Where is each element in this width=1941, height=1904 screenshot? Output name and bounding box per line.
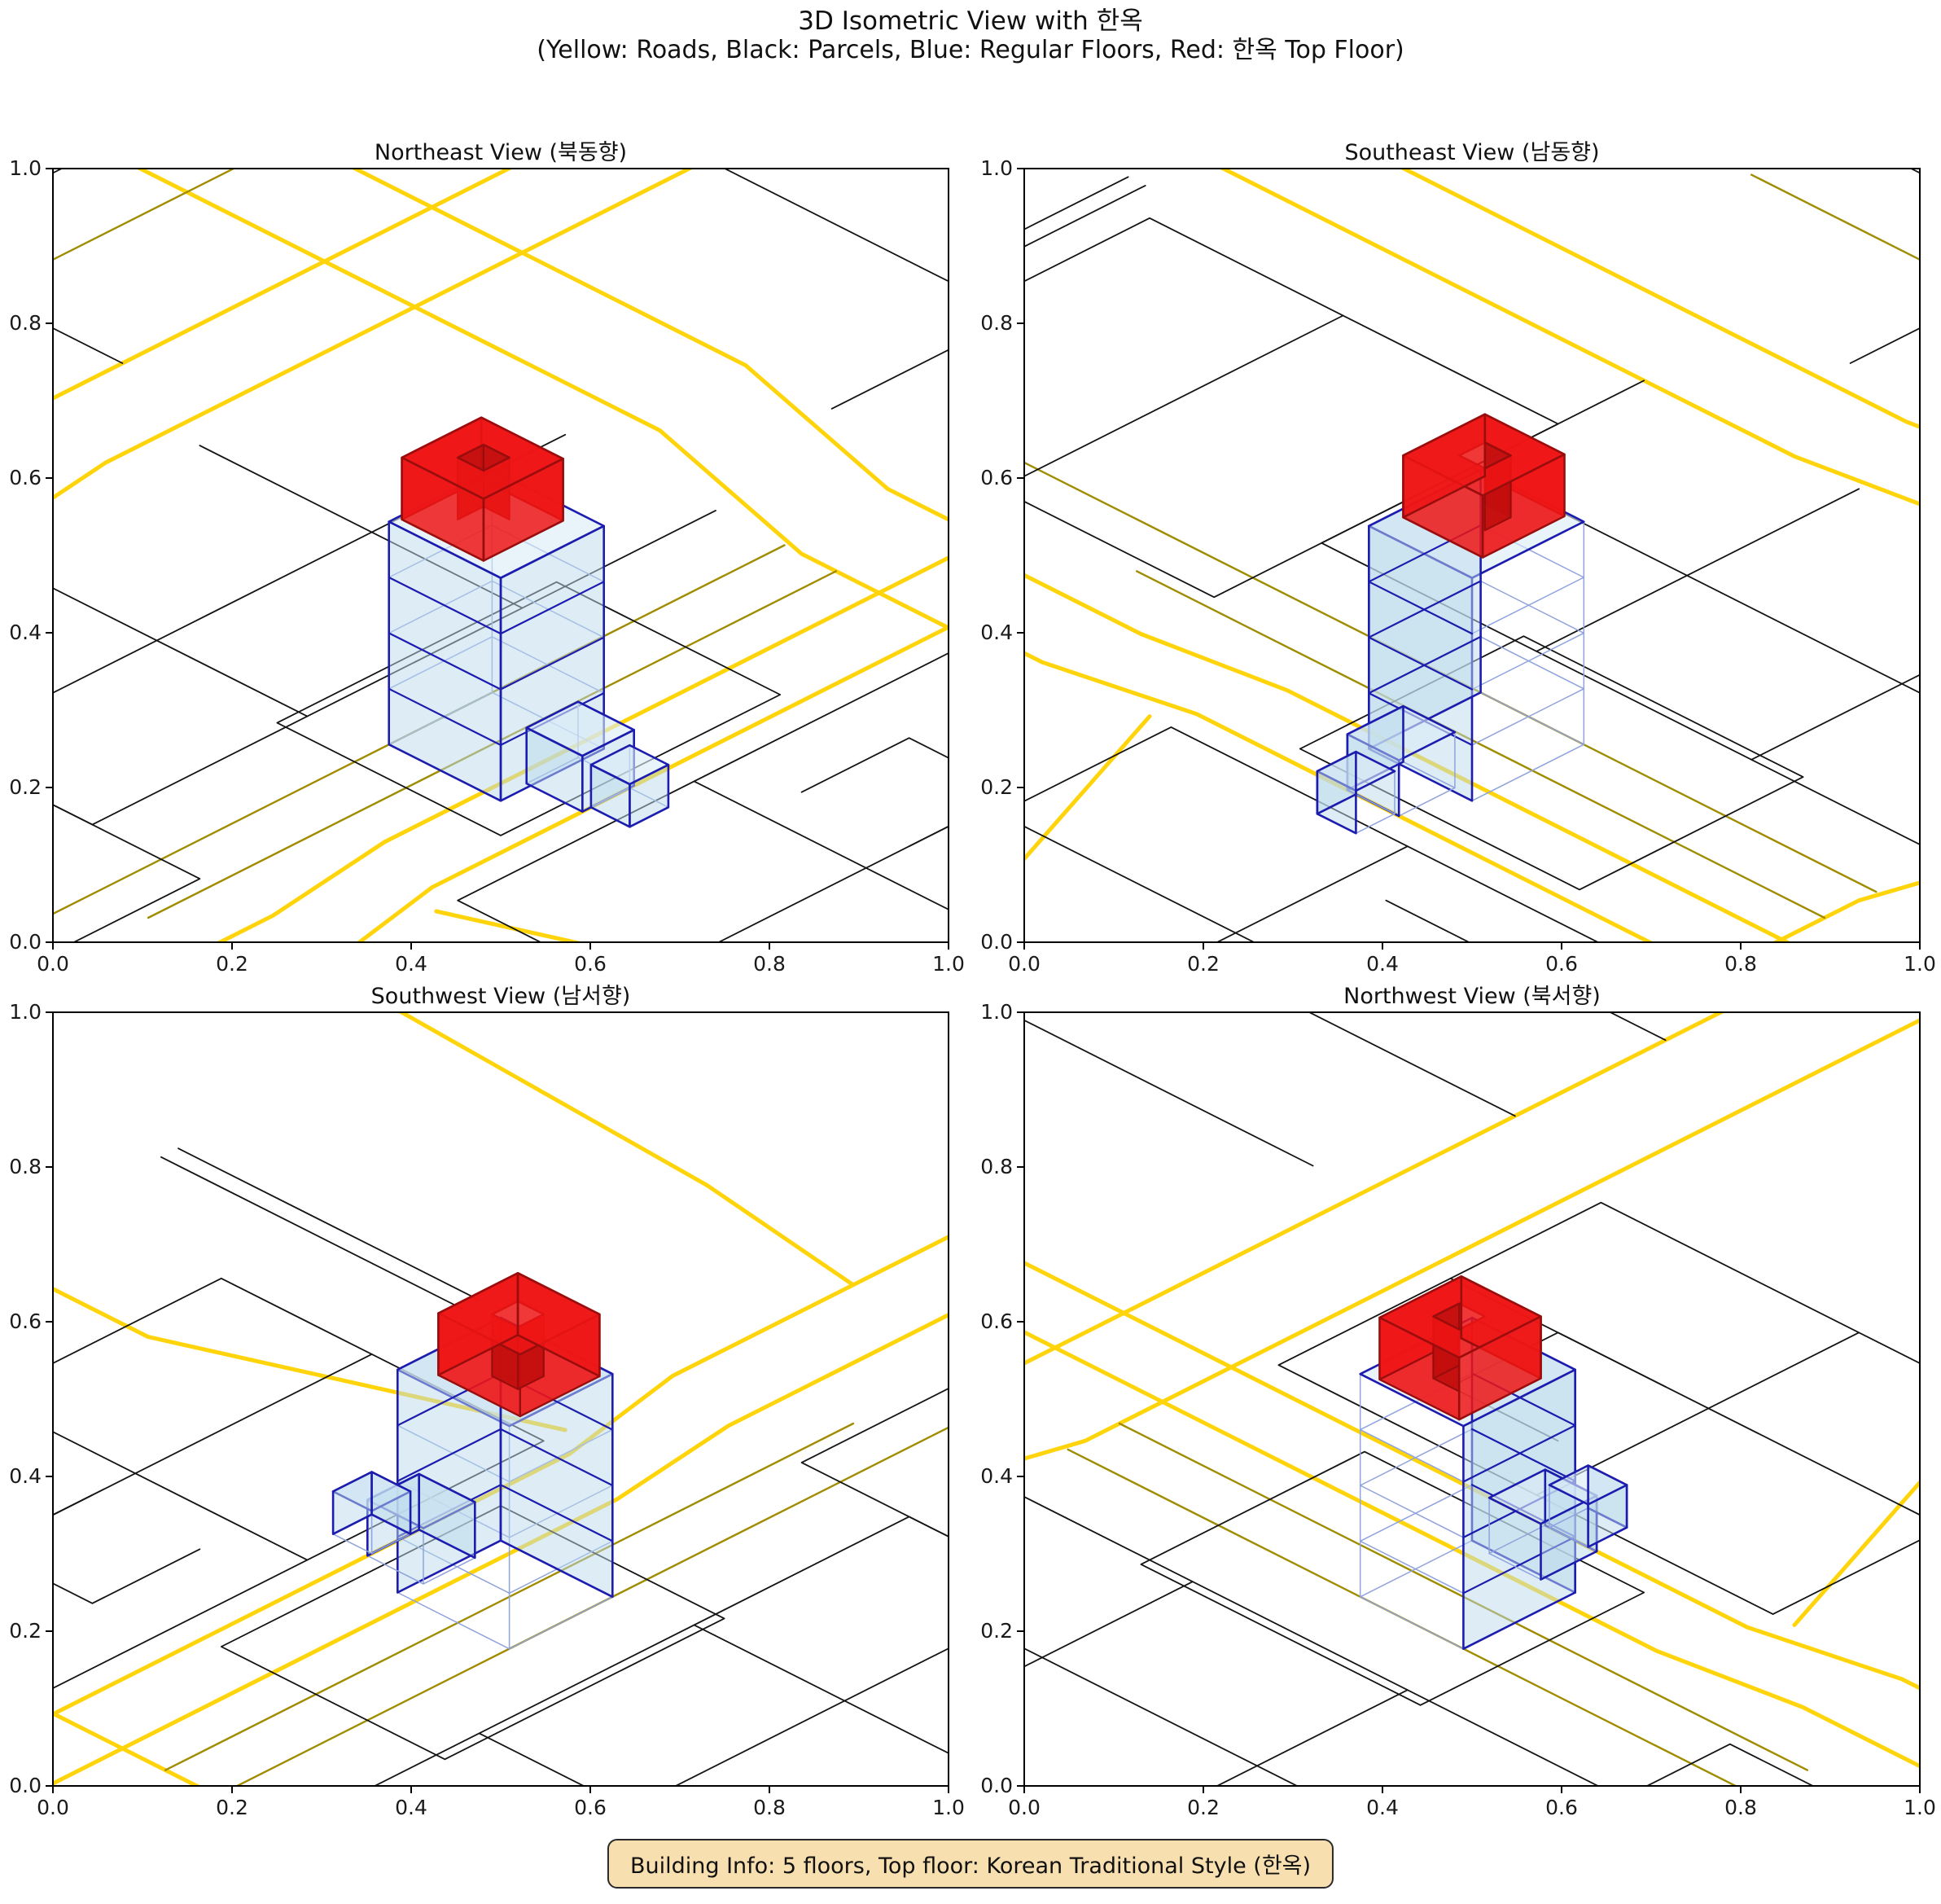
y-tick-label: 0.8: [9, 1155, 42, 1178]
y-tick-label: 0.2: [9, 1619, 42, 1643]
subplot-title-northeast: Northeast View (북동향): [374, 140, 628, 165]
x-tick-label: 0.4: [1366, 1796, 1399, 1819]
x-tick-label: 1.0: [1904, 1796, 1936, 1819]
y-tick-label: 0.4: [9, 621, 42, 644]
y-tick-label: 0.8: [980, 1155, 1013, 1178]
x-tick-label: 1.0: [932, 1796, 965, 1819]
figure-subtitle: (Yellow: Roads, Black: Parcels, Blue: Re…: [537, 36, 1404, 64]
y-tick-label: 1.0: [9, 156, 42, 180]
y-tick-label: 0.6: [980, 466, 1013, 489]
y-tick-label: 0.6: [9, 466, 42, 489]
subplot-northeast-view: Northeast View (북동향) 0.0 0.0 0.2 0.2 0.4 0.4 0…: [9, 140, 965, 976]
x-tick-label: 0.0: [1008, 1796, 1041, 1819]
y-tick-label: 1.0: [980, 156, 1013, 180]
y-tick-label: 0.6: [980, 1310, 1013, 1333]
x-tick-label: 0.8: [753, 1796, 786, 1819]
figure-title: 3D Isometric View with 한옥: [798, 7, 1143, 36]
subplot-southwest-view: Southwest View (남서향) 0.0 0.0 0.2 0.2 0.4 0.4 0…: [9, 984, 965, 1819]
x-tick-label: 0.0: [37, 1796, 69, 1819]
y-tick-label: 0.6: [9, 1310, 42, 1333]
y-tick-label: 1.0: [9, 1000, 42, 1024]
x-tick-label: 0.8: [1724, 1796, 1757, 1819]
x-tick-label: 0.2: [1187, 952, 1220, 976]
y-tick-label: 1.0: [980, 1000, 1013, 1024]
y-tick-label: 0.0: [9, 930, 42, 954]
y-tick-label: 0.8: [9, 311, 42, 335]
subplot-title-southwest: Southwest View (남서향): [370, 984, 631, 1009]
y-tick-label: 0.4: [980, 621, 1013, 644]
building-info-box: Building Info: 5 floors, Top floor: Kore…: [607, 1839, 1334, 1889]
x-tick-label: 0.6: [574, 1796, 607, 1819]
x-tick-label: 0.6: [1545, 952, 1578, 976]
x-tick-label: 0.8: [1724, 952, 1757, 976]
x-tick-label: 0.8: [753, 952, 786, 976]
x-tick-label: 1.0: [932, 952, 965, 976]
y-tick-label: 0.0: [980, 1774, 1013, 1797]
subplot-northwest-view: Northwest View (북서향) 0.0 0.0 0.2 0.2 0.4 0.4 0…: [980, 984, 1936, 1819]
x-tick-label: 0.2: [1187, 1796, 1220, 1819]
x-tick-label: 0.4: [395, 952, 427, 976]
subplot-title-northwest: Northwest View (북서향): [1343, 984, 1601, 1009]
plot-area-southeast: [1017, 168, 1921, 950]
y-tick-label: 0.4: [980, 1464, 1013, 1488]
x-tick-label: 0.2: [216, 1796, 248, 1819]
subplot-southeast-view: Southeast View (남동향) 0.0 0.0 0.2 0.2 0.4 0.4 0…: [980, 140, 1936, 976]
plot-area-northeast: [46, 168, 949, 950]
x-tick-label: 0.6: [1545, 1796, 1578, 1819]
y-tick-label: 0.2: [980, 775, 1013, 799]
x-tick-label: 0.0: [1008, 952, 1041, 976]
y-tick-label: 0.0: [9, 1774, 42, 1797]
y-tick-label: 0.2: [9, 775, 42, 799]
y-tick-label: 0.2: [980, 1619, 1013, 1643]
x-tick-label: 0.4: [1366, 952, 1399, 976]
y-tick-label: 0.4: [9, 1464, 42, 1488]
plot-area-northwest: [1017, 1011, 1921, 1793]
x-tick-label: 1.0: [1904, 952, 1936, 976]
y-tick-label: 0.8: [980, 311, 1013, 335]
x-tick-label: 0.4: [395, 1796, 427, 1819]
subplot-title-southeast: Southeast View (남동향): [1344, 140, 1600, 165]
x-tick-label: 0.6: [574, 952, 607, 976]
x-tick-label: 0.0: [37, 952, 69, 976]
plot-area-southwest: [46, 1011, 949, 1793]
x-tick-label: 0.2: [216, 952, 248, 976]
y-tick-label: 0.0: [980, 930, 1013, 954]
